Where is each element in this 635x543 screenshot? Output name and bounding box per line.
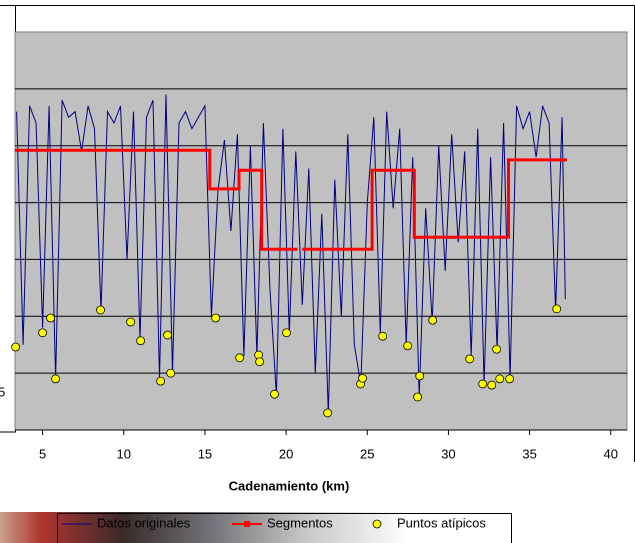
outlier-point bbox=[166, 368, 176, 378]
x-tick-label: 35 bbox=[522, 446, 536, 461]
outlier-point bbox=[211, 313, 221, 323]
outlier-point bbox=[282, 328, 291, 338]
background-photo bbox=[0, 512, 410, 543]
outlier-point bbox=[270, 389, 279, 399]
x-tick-label: 25 bbox=[360, 446, 374, 461]
x-tick-label: 10 bbox=[117, 446, 131, 461]
outlier-point bbox=[403, 341, 413, 351]
x-tick-label: 20 bbox=[279, 446, 293, 461]
x-tick-label: 15 bbox=[198, 446, 212, 461]
legend-label: Segmentos bbox=[267, 515, 333, 530]
outlier-point bbox=[378, 331, 388, 341]
x-tick-label: 30 bbox=[441, 446, 455, 461]
outlier-point bbox=[478, 379, 488, 389]
outlier-point bbox=[51, 374, 60, 384]
outlier-point bbox=[505, 374, 515, 384]
series-line bbox=[15, 148, 567, 251]
outlier-point bbox=[552, 304, 562, 314]
outlier-point bbox=[358, 373, 367, 383]
outlier-point bbox=[235, 353, 245, 363]
series-line bbox=[16, 94, 566, 413]
outlier-point bbox=[428, 315, 438, 325]
outlier-point bbox=[465, 354, 475, 364]
outlier-point bbox=[495, 374, 505, 384]
outlier-point bbox=[46, 313, 55, 323]
outlier-point bbox=[415, 371, 425, 381]
outlier-point bbox=[126, 317, 135, 327]
cropped-label: 5 bbox=[0, 384, 5, 399]
outlier-point bbox=[323, 408, 333, 418]
outlier-point bbox=[156, 376, 166, 386]
outlier-point bbox=[136, 336, 146, 346]
outlier-point bbox=[96, 305, 105, 315]
x-tick-label: 40 bbox=[604, 446, 618, 461]
x-tick-label: 5 bbox=[39, 446, 46, 461]
legend-marker bbox=[244, 521, 250, 527]
outlier-point bbox=[492, 344, 502, 354]
outlier-point bbox=[487, 380, 497, 390]
outlier-point bbox=[163, 330, 172, 340]
outlier-point bbox=[11, 342, 21, 352]
legend-label: Puntos atípicos bbox=[397, 515, 486, 530]
outlier-point bbox=[38, 328, 47, 338]
outlier-point bbox=[255, 357, 265, 367]
x-axis-title: Cadenamiento (km) bbox=[229, 478, 350, 493]
legend-label: Datos originales bbox=[97, 515, 191, 530]
legend-box bbox=[57, 513, 512, 543]
outlier-point bbox=[413, 392, 422, 402]
legend-marker bbox=[372, 519, 382, 529]
